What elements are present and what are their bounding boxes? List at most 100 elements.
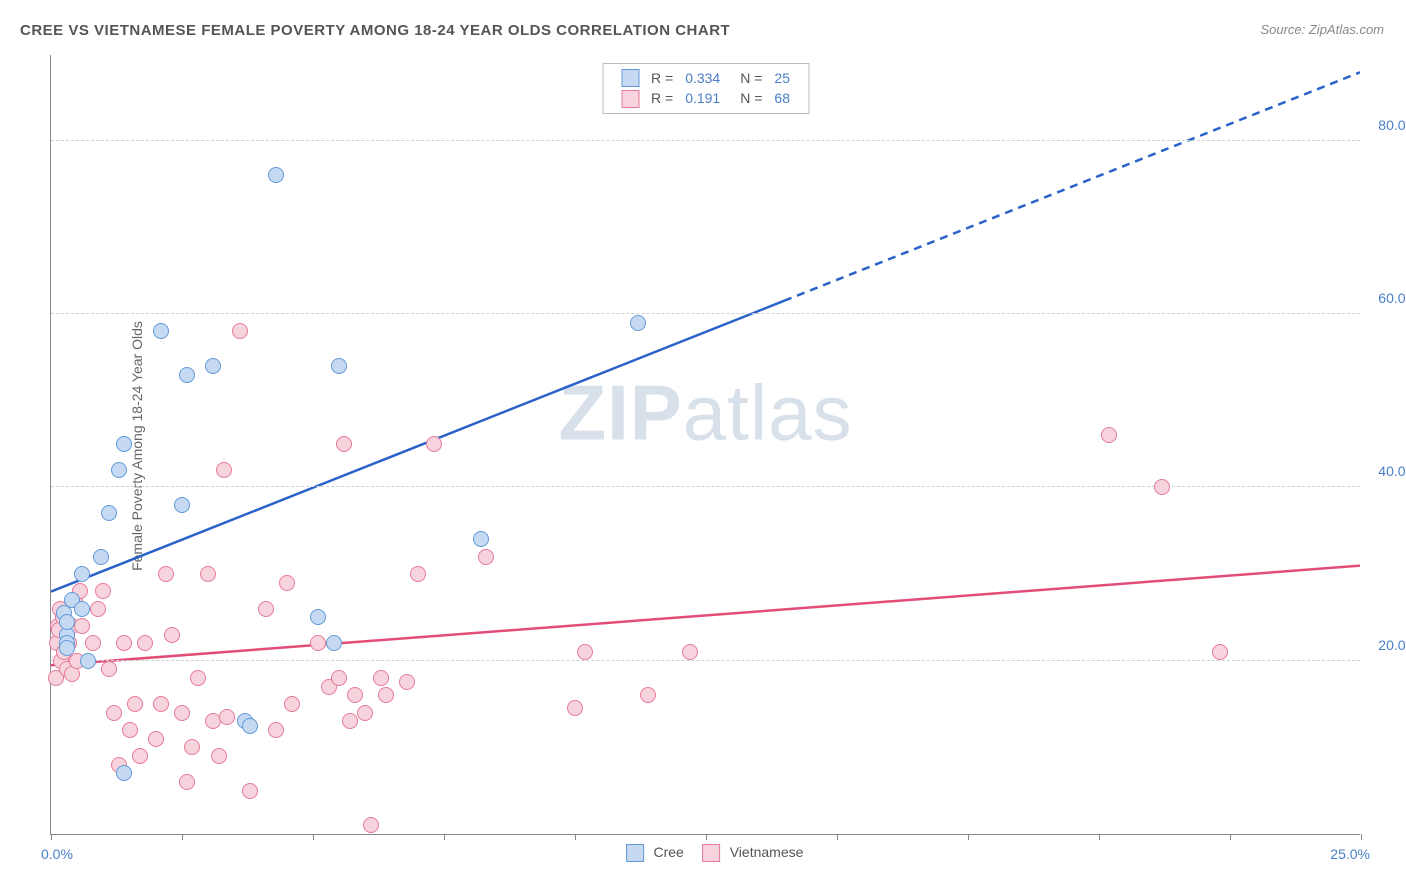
data-point — [577, 644, 593, 660]
data-point — [90, 601, 106, 617]
data-point — [242, 718, 258, 734]
x-tick — [575, 834, 576, 840]
x-tick — [1099, 834, 1100, 840]
legend-swatch — [626, 844, 644, 862]
data-point — [310, 609, 326, 625]
data-point — [310, 635, 326, 651]
data-point — [347, 687, 363, 703]
legend-swatch — [702, 844, 720, 862]
data-point — [567, 700, 583, 716]
x-tick — [706, 834, 707, 840]
data-point — [342, 713, 358, 729]
data-point — [164, 627, 180, 643]
data-point — [93, 549, 109, 565]
data-point — [190, 670, 206, 686]
legend-stats: R =0.334N =25R =0.191N =68 — [602, 63, 809, 114]
x-tick — [968, 834, 969, 840]
data-point — [216, 462, 232, 478]
data-point — [378, 687, 394, 703]
data-point — [232, 323, 248, 339]
data-point — [122, 722, 138, 738]
data-point — [153, 696, 169, 712]
legend-label: Cree — [650, 844, 684, 860]
data-point — [59, 640, 75, 656]
data-point — [1101, 427, 1117, 443]
x-axis-min-label: 0.0% — [41, 846, 73, 862]
data-point — [174, 705, 190, 721]
y-tick-label: 20.0% — [1378, 637, 1406, 653]
data-point — [158, 566, 174, 582]
x-tick — [313, 834, 314, 840]
data-point — [101, 505, 117, 521]
x-tick — [182, 834, 183, 840]
data-point — [219, 709, 235, 725]
data-point — [59, 614, 75, 630]
y-tick-label: 60.0% — [1378, 290, 1406, 306]
gridline — [51, 660, 1360, 661]
legend-series: Cree Vietnamese — [608, 844, 804, 862]
plot-area: ZIPatlas R =0.334N =25R =0.191N =68 0.0%… — [50, 55, 1360, 835]
data-point — [258, 601, 274, 617]
gridline — [51, 140, 1360, 141]
data-point — [399, 674, 415, 690]
data-point — [336, 436, 352, 452]
data-point — [179, 367, 195, 383]
legend-stat-row: R =0.191N =68 — [615, 88, 796, 108]
data-point — [331, 358, 347, 374]
data-point — [363, 817, 379, 833]
x-tick — [444, 834, 445, 840]
data-point — [473, 531, 489, 547]
data-point — [682, 644, 698, 660]
data-point — [137, 635, 153, 651]
data-point — [205, 358, 221, 374]
data-point — [116, 436, 132, 452]
x-tick — [51, 834, 52, 840]
x-axis-max-label: 25.0% — [1330, 846, 1370, 862]
data-point — [95, 583, 111, 599]
data-point — [279, 575, 295, 591]
data-point — [101, 661, 117, 677]
data-point — [268, 722, 284, 738]
data-point — [148, 731, 164, 747]
data-point — [111, 462, 127, 478]
data-point — [331, 670, 347, 686]
data-point — [127, 696, 143, 712]
data-point — [410, 566, 426, 582]
watermark: ZIPatlas — [558, 368, 852, 459]
data-point — [1212, 644, 1228, 660]
legend-label: Vietnamese — [726, 844, 804, 860]
data-point — [242, 783, 258, 799]
chart-title: CREE VS VIETNAMESE FEMALE POVERTY AMONG … — [20, 22, 730, 39]
source-credit: Source: ZipAtlas.com — [1260, 22, 1384, 37]
data-point — [106, 705, 122, 721]
x-tick — [1230, 834, 1231, 840]
data-point — [179, 774, 195, 790]
data-point — [80, 653, 96, 669]
legend-stat-row: R =0.334N =25 — [615, 68, 796, 88]
data-point — [478, 549, 494, 565]
data-point — [200, 566, 216, 582]
data-point — [116, 765, 132, 781]
data-point — [284, 696, 300, 712]
gridline — [51, 313, 1360, 314]
data-point — [74, 601, 90, 617]
data-point — [184, 739, 200, 755]
data-point — [1154, 479, 1170, 495]
data-point — [211, 748, 227, 764]
x-tick — [1361, 834, 1362, 840]
data-point — [74, 618, 90, 634]
data-point — [116, 635, 132, 651]
data-point — [74, 566, 90, 582]
data-point — [268, 167, 284, 183]
data-point — [326, 635, 342, 651]
y-tick-label: 80.0% — [1378, 117, 1406, 133]
data-point — [630, 315, 646, 331]
data-point — [640, 687, 656, 703]
data-point — [426, 436, 442, 452]
x-tick — [837, 834, 838, 840]
data-point — [132, 748, 148, 764]
data-point — [153, 323, 169, 339]
data-point — [85, 635, 101, 651]
data-point — [174, 497, 190, 513]
y-tick-label: 40.0% — [1378, 463, 1406, 479]
